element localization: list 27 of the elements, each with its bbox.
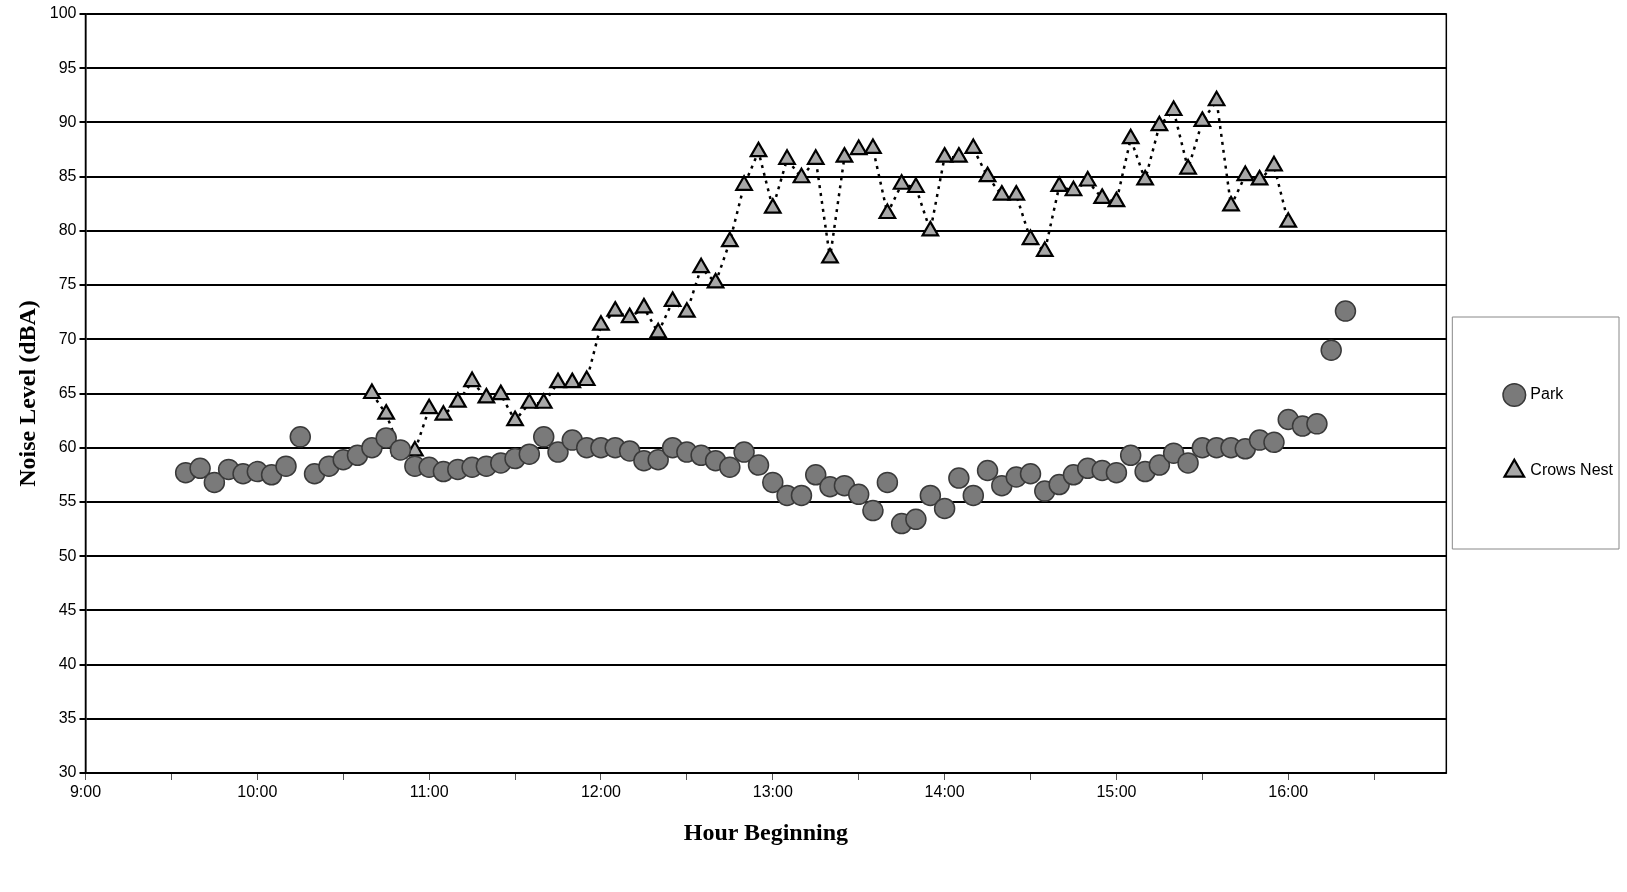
- x-tick-label: 11:00: [409, 783, 449, 801]
- y-tick-label: 95: [58, 58, 77, 76]
- x-tick-label: 9:00: [69, 783, 102, 801]
- x-tick-label: 14:00: [924, 783, 965, 801]
- y-tick-label: 70: [58, 329, 77, 347]
- y-tick-label: 55: [58, 492, 77, 510]
- y-tick-label: 80: [58, 221, 77, 239]
- y-tick-label: 100: [49, 4, 77, 22]
- x-tick-label: 10:00: [237, 783, 278, 801]
- y-tick-label: 90: [58, 112, 77, 130]
- x-tick-label: 12:00: [580, 783, 622, 801]
- y-tick-label: 50: [58, 546, 77, 564]
- y-tick-label: 85: [58, 167, 77, 185]
- x-tick-label: 15:00: [1096, 783, 1137, 801]
- x-tick-label: 13:00: [752, 783, 793, 801]
- x-axis-title: Hour Beginning: [683, 818, 849, 845]
- y-axis-title: Noise Level (dBA): [13, 300, 40, 487]
- x-tick-label: 16:00: [1268, 783, 1309, 801]
- legend-label: Crows Nest: [1530, 461, 1614, 479]
- y-tick-label: 65: [58, 383, 77, 401]
- legend-label: Park: [1530, 385, 1565, 403]
- y-tick-label: 35: [58, 709, 77, 727]
- y-tick-label: 60: [58, 438, 77, 456]
- y-tick-label: 30: [58, 763, 77, 781]
- y-tick-label: 40: [58, 654, 77, 672]
- y-tick-label: 45: [58, 600, 77, 618]
- y-tick-label: 75: [58, 275, 77, 293]
